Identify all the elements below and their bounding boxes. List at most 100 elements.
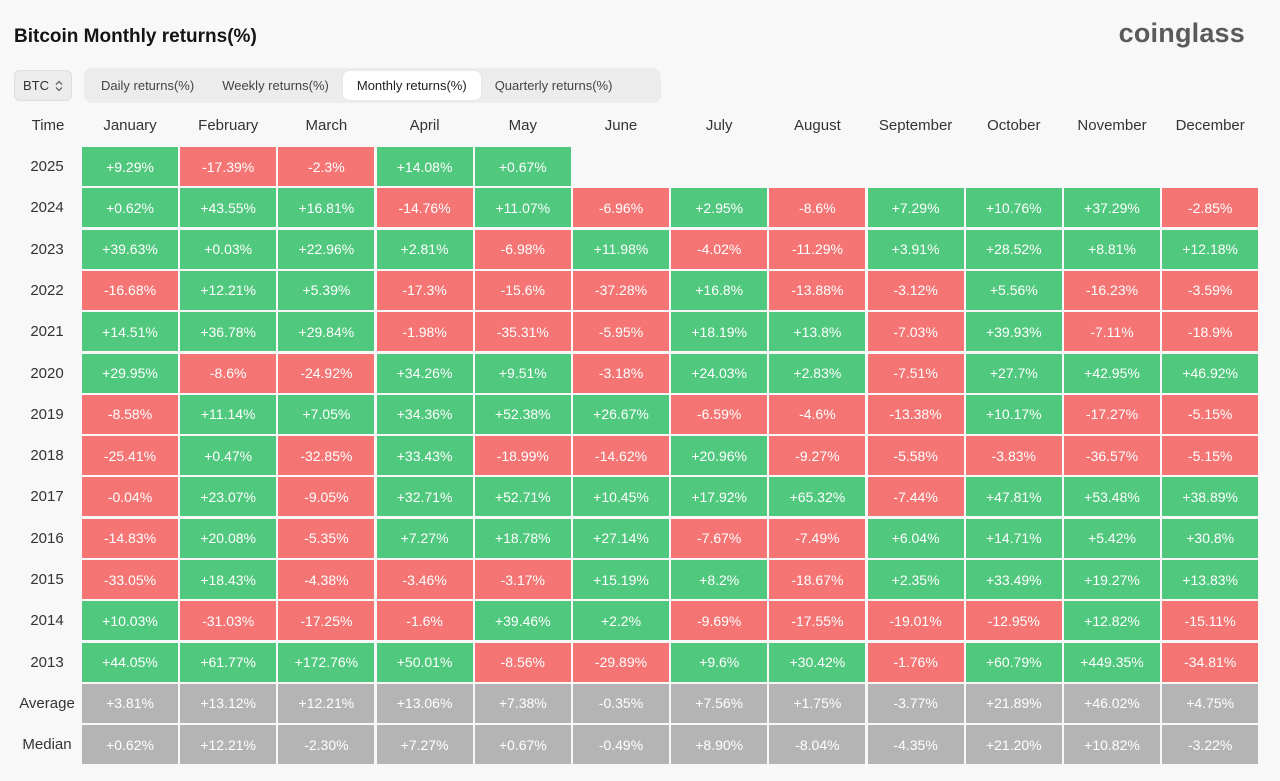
return-cell: -35.31% — [474, 312, 571, 352]
return-cell: +2.35% — [867, 560, 964, 599]
return-cell: +32.71% — [376, 477, 473, 517]
tab-daily-returns[interactable]: Daily returns(%) — [101, 78, 195, 93]
row-label-2025: 2025 — [30, 158, 64, 175]
header-february: February — [198, 116, 259, 134]
return-cell: -6.59% — [671, 394, 768, 434]
return-cell: -4.6% — [769, 394, 866, 434]
return-cell: +34.26% — [376, 353, 473, 393]
return-cell: -12.95% — [965, 601, 1062, 641]
return-cell: +18.19% — [671, 312, 768, 352]
return-cell: -2.3% — [278, 147, 375, 186]
return-cell: -8.6% — [180, 353, 277, 393]
return-cell: -14.76% — [376, 188, 473, 228]
summary-cell: -0.49% — [573, 725, 669, 765]
header-january: January — [103, 116, 157, 134]
return-cell: +7.27% — [376, 518, 473, 558]
return-cell: +12.82% — [1064, 601, 1160, 641]
return-cell: -6.98% — [474, 229, 571, 269]
summary-cell: -0.35% — [573, 683, 669, 723]
return-cell: +5.42% — [1064, 518, 1160, 558]
row-label-average: Average — [19, 694, 75, 712]
return-cell: -32.85% — [278, 436, 375, 476]
tab-quarterly-returns[interactable]: Quarterly returns(%) — [494, 78, 613, 93]
summary-cell: +13.12% — [180, 683, 277, 723]
return-cell: +18.78% — [474, 518, 571, 558]
tab-weekly-returns[interactable]: Weekly returns(%) — [222, 78, 329, 93]
row-label-2019: 2019 — [30, 405, 64, 423]
row-label-2020: 2020 — [30, 364, 64, 382]
return-cell: -3.46% — [376, 560, 473, 599]
return-cell: +28.52% — [965, 229, 1062, 269]
return-cell: -13.38% — [867, 394, 964, 434]
return-cell: +2.95% — [671, 188, 768, 228]
return-cell: +0.47% — [180, 436, 277, 476]
return-cell: +9.51% — [474, 353, 571, 393]
return-cell: -9.69% — [671, 601, 768, 641]
return-cell: +11.98% — [573, 229, 669, 269]
return-cell: +10.45% — [573, 477, 669, 517]
return-cell: -3.59% — [1162, 270, 1259, 310]
return-cell: -7.49% — [769, 518, 866, 558]
return-cell: -7.44% — [867, 477, 964, 517]
return-cell: -14.83% — [82, 518, 178, 558]
return-cell: +52.71% — [474, 477, 571, 517]
return-cell: +26.67% — [573, 394, 669, 434]
coinglass-logo[interactable]: coinglass — [1118, 18, 1245, 48]
row-label-2022: 2022 — [30, 281, 64, 299]
return-cell: +2.2% — [573, 601, 669, 641]
return-cell: -17.27% — [1064, 394, 1160, 434]
return-cell: -29.89% — [573, 642, 669, 682]
summary-cell: +1.75% — [769, 683, 866, 723]
return-cell: +39.93% — [965, 312, 1062, 352]
summary-cell: +13.06% — [376, 683, 473, 723]
row-label-2015: 2015 — [30, 571, 64, 588]
tab-monthly-returns[interactable]: Monthly returns(%) — [342, 71, 481, 100]
summary-cell: +12.21% — [278, 683, 375, 723]
return-cell: -4.02% — [671, 229, 768, 269]
return-cell: +23.07% — [180, 477, 277, 517]
return-cell: +27.7% — [965, 353, 1062, 393]
return-cell: +0.67% — [474, 147, 571, 186]
return-cell: -15.11% — [1162, 601, 1259, 641]
return-cell: +29.95% — [82, 353, 178, 393]
return-cell: +0.62% — [82, 188, 178, 228]
return-cell: +3.91% — [867, 229, 964, 269]
summary-cell: -3.77% — [867, 683, 964, 723]
asset-select[interactable]: BTC — [14, 70, 72, 101]
return-cell: +9.29% — [82, 147, 178, 186]
return-cell: +14.08% — [376, 147, 473, 186]
header-august: August — [794, 116, 841, 134]
return-cell: +39.46% — [474, 601, 571, 641]
return-cell: +449.35% — [1064, 642, 1160, 682]
return-cell: +33.43% — [376, 436, 473, 476]
return-cell: -5.95% — [573, 312, 669, 352]
return-cell: -16.68% — [82, 270, 178, 310]
returns-tabs: Daily returns(%) Weekly returns(%) Month… — [84, 68, 661, 103]
return-cell: +7.29% — [867, 188, 964, 228]
return-cell: +46.92% — [1162, 353, 1259, 393]
return-cell: -13.88% — [769, 270, 866, 310]
summary-cell: +10.82% — [1064, 725, 1160, 765]
return-cell: -7.03% — [867, 312, 964, 352]
return-cell: +42.95% — [1064, 353, 1160, 393]
return-cell: +60.79% — [965, 642, 1062, 682]
summary-cell: +7.38% — [474, 683, 571, 723]
header-time: Time — [31, 116, 65, 134]
summary-cell: +46.02% — [1064, 683, 1160, 723]
return-cell: +12.18% — [1162, 229, 1259, 269]
return-cell: +2.81% — [376, 229, 473, 269]
row-label-2013: 2013 — [30, 653, 64, 671]
return-cell: -0.04% — [82, 477, 178, 517]
header-september: September — [878, 116, 953, 134]
asset-select-value: BTC — [23, 78, 49, 93]
return-cell: -31.03% — [180, 601, 277, 641]
return-cell: +10.03% — [82, 601, 178, 641]
return-cell: -3.83% — [965, 436, 1062, 476]
summary-cell: +8.90% — [671, 725, 768, 765]
return-cell: +16.8% — [671, 270, 768, 310]
return-cell: +15.19% — [573, 560, 669, 599]
return-cell: -16.23% — [1064, 270, 1160, 310]
return-cell: -1.6% — [376, 601, 473, 641]
return-cell: +47.81% — [965, 477, 1062, 517]
return-cell: -3.18% — [573, 353, 669, 393]
